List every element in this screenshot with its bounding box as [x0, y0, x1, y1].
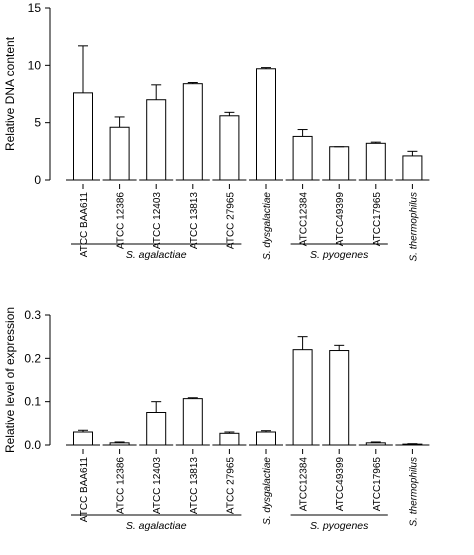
p2-y-tick-label: 0.2: [24, 351, 41, 365]
p2-bar: [146, 412, 167, 446]
p1-bar: [329, 146, 350, 181]
p1-y-tick-label: 10: [28, 58, 42, 72]
p1-x-tick-label: ATCC 13813: [189, 192, 200, 250]
p2-y-tick-label: 0.0: [24, 438, 41, 452]
p1-bar: [402, 155, 423, 181]
p1-bar: [365, 142, 386, 181]
p2-group-label: S. pyogenes: [310, 520, 369, 532]
p1-x-tick-label: ATCC12384: [299, 192, 310, 247]
p2-y-axis-label: Relative level of expression: [3, 307, 17, 453]
p2-y-tick-label: 0.3: [24, 308, 41, 322]
p1-x-tick-label: ATCC BAA611: [79, 192, 90, 258]
p1-x-tick-label: S. dysgalactiae: [262, 192, 273, 260]
p1-y-tick-label: 0: [34, 173, 41, 187]
p2-bar: [329, 350, 350, 446]
p2-x-tick-label: ATCC 13813: [189, 457, 200, 515]
p1-y-tick-label: 15: [28, 1, 42, 15]
p1-x-tick-label: ATCC 27965: [225, 192, 236, 250]
p2-bar: [219, 432, 240, 446]
p1-bar: [109, 126, 130, 181]
p2-bar: [292, 349, 313, 446]
p1-y-tick-label: 5: [34, 116, 41, 130]
p1-x-tick-label: ATCC17965: [372, 192, 383, 247]
p1-x-tick-label: S. thermophilus: [408, 192, 419, 261]
p1-bar: [292, 135, 313, 181]
p2-x-tick-label: S. dysgalactiae: [262, 457, 273, 525]
p2-bar: [365, 442, 386, 446]
p1-x-tick-label: ATCC 12403: [152, 192, 163, 250]
p2-bar: [73, 431, 93, 446]
p2-x-tick-label: ATCC12384: [299, 457, 310, 512]
p1-bar: [182, 83, 203, 181]
p1-x-tick-label: ATCC 12386: [116, 192, 127, 250]
p1-bar: [219, 115, 240, 181]
p2-bar: [256, 431, 276, 446]
p1-y-axis-label: Relative DNA content: [3, 36, 17, 151]
p2-x-tick-label: ATCC 12386: [116, 457, 127, 515]
p1-group-label: S. agalactiae: [126, 249, 187, 261]
p2-x-tick-label: ATCC49399: [335, 457, 346, 512]
p2-y-tick-label: 0.1: [24, 395, 41, 409]
p2-group-label: S. agalactiae: [126, 520, 187, 532]
p2-x-tick-label: ATCC 12403: [152, 457, 163, 515]
p2-x-tick-label: ATCC BAA611: [79, 457, 90, 523]
p2-bar: [109, 442, 130, 446]
p2-bar: [182, 398, 203, 446]
p2-x-tick-label: ATCC17965: [372, 457, 383, 512]
p1-bar: [73, 92, 93, 181]
p2-x-tick-label: S. thermophilus: [408, 457, 419, 526]
p1-x-tick-label: ATCC49399: [335, 192, 346, 247]
p1-group-label: S. pyogenes: [310, 249, 369, 261]
p1-bar: [146, 99, 167, 181]
p1-bar: [256, 68, 276, 181]
p2-bar: [402, 443, 423, 446]
p2-x-tick-label: ATCC 27965: [225, 457, 236, 515]
